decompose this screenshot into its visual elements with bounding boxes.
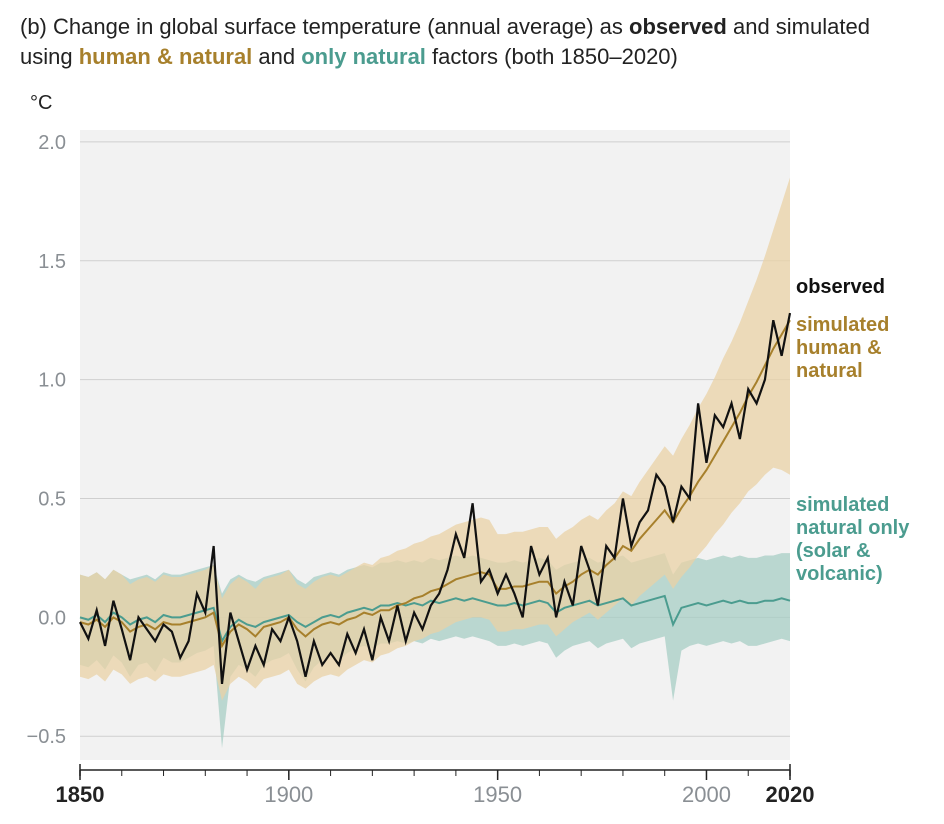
svg-text:−0.5: −0.5	[27, 726, 66, 748]
annotation-natural-only: simulatednatural only(solar &volcanic)	[796, 494, 909, 586]
svg-text:2000: 2000	[682, 782, 731, 807]
annotation-observed: observed	[796, 276, 885, 299]
annotation-human-natural: simulatedhuman &natural	[796, 314, 889, 383]
svg-text:1850: 1850	[56, 782, 105, 807]
svg-text:0.0: 0.0	[38, 607, 66, 629]
svg-text:1950: 1950	[473, 782, 522, 807]
svg-text:1.0: 1.0	[38, 370, 66, 392]
svg-text:1900: 1900	[264, 782, 313, 807]
svg-text:2.0: 2.0	[38, 132, 66, 154]
svg-text:0.5: 0.5	[38, 488, 66, 510]
svg-text:2020: 2020	[766, 782, 815, 807]
chart-area: −0.5 0.0 0.5 1.0 1.5 2.0 1850 1900 1950 2000 2020	[0, 0, 944, 824]
svg-text:1.5: 1.5	[38, 251, 66, 273]
